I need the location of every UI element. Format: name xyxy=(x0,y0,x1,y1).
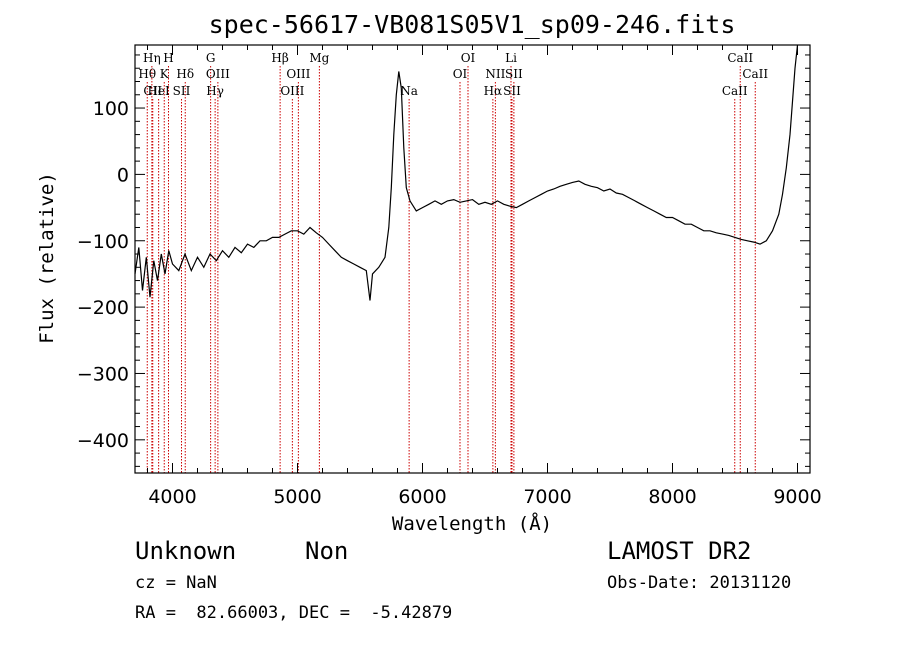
y-tick-label-2: −200 xyxy=(77,297,129,319)
object-class: Unknown xyxy=(135,537,237,565)
x-tick-label-3: 7000 xyxy=(523,486,571,508)
line-label-13: OIII xyxy=(280,84,304,98)
line-label-25: CaII xyxy=(722,84,748,98)
line-label-12: OIII xyxy=(286,67,310,81)
line-label-0: CII xyxy=(143,84,162,98)
x-tick-label-5: 9000 xyxy=(773,486,821,508)
line-label-2: Hη xyxy=(143,51,161,65)
line-label-5: K xyxy=(160,67,170,81)
line-label-1: Hθ xyxy=(138,67,156,81)
line-label-20: SII xyxy=(505,67,523,81)
x-axis-label: Wavelength (Å) xyxy=(392,512,552,535)
ra-dec: RA = 82.66003, DEC = -5.42879 xyxy=(135,603,453,623)
chart-title: spec-56617-VB081S05V1_sp09-246.fits xyxy=(209,10,736,39)
spectral-line-markers: CIIHθHηHeIHKSIIHδGOIIIHγHβOIIIOIIIMgNaOI… xyxy=(138,51,768,473)
y-tick-label-4: 0 xyxy=(117,164,129,186)
survey-name: LAMOST DR2 xyxy=(607,537,752,565)
y-axis-label: Flux (relative) xyxy=(36,172,58,344)
y-axis-ticks: −400 −300 −200 −100 0 100 xyxy=(77,54,810,467)
line-label-21: Hα xyxy=(484,84,503,98)
line-label-23: CaII xyxy=(727,51,753,65)
line-label-9: OIII xyxy=(206,67,230,81)
plot-frame xyxy=(134,44,811,474)
line-label-15: Na xyxy=(400,84,418,98)
line-label-6: SII xyxy=(173,84,191,98)
line-label-19: NII xyxy=(485,67,505,81)
line-label-17: OI xyxy=(453,67,468,81)
line-label-7: Hδ xyxy=(176,67,194,81)
observation-date: Obs-Date: 20131120 xyxy=(607,573,792,593)
x-axis-ticks: 4000 5000 6000 7000 8000 9000 xyxy=(147,45,822,508)
y-tick-label-1: −300 xyxy=(77,363,129,385)
line-label-14: Mg xyxy=(309,51,329,65)
redshift-cz: cz = NaN xyxy=(135,573,217,593)
x-tick-label-0: 4000 xyxy=(148,486,196,508)
line-label-3: HeI xyxy=(147,84,170,98)
spectrum-line xyxy=(134,44,799,301)
y-tick-label-3: −100 xyxy=(77,231,129,253)
x-tick-label-4: 8000 xyxy=(648,486,696,508)
line-label-11: Hβ xyxy=(271,51,288,65)
y-tick-label-0: −400 xyxy=(77,430,129,452)
x-tick-label-1: 5000 xyxy=(273,486,321,508)
x-tick-label-2: 6000 xyxy=(398,486,446,508)
y-tick-label-5: 100 xyxy=(93,98,129,120)
object-subclass: Non xyxy=(305,537,349,565)
line-label-22: SII xyxy=(503,84,521,98)
line-label-16: OI xyxy=(461,51,476,65)
line-label-18: Li xyxy=(505,51,517,65)
line-label-10: Hγ xyxy=(206,84,224,98)
line-label-24: CaII xyxy=(742,67,768,81)
line-label-8: G xyxy=(206,51,216,65)
line-label-4: H xyxy=(163,51,173,65)
